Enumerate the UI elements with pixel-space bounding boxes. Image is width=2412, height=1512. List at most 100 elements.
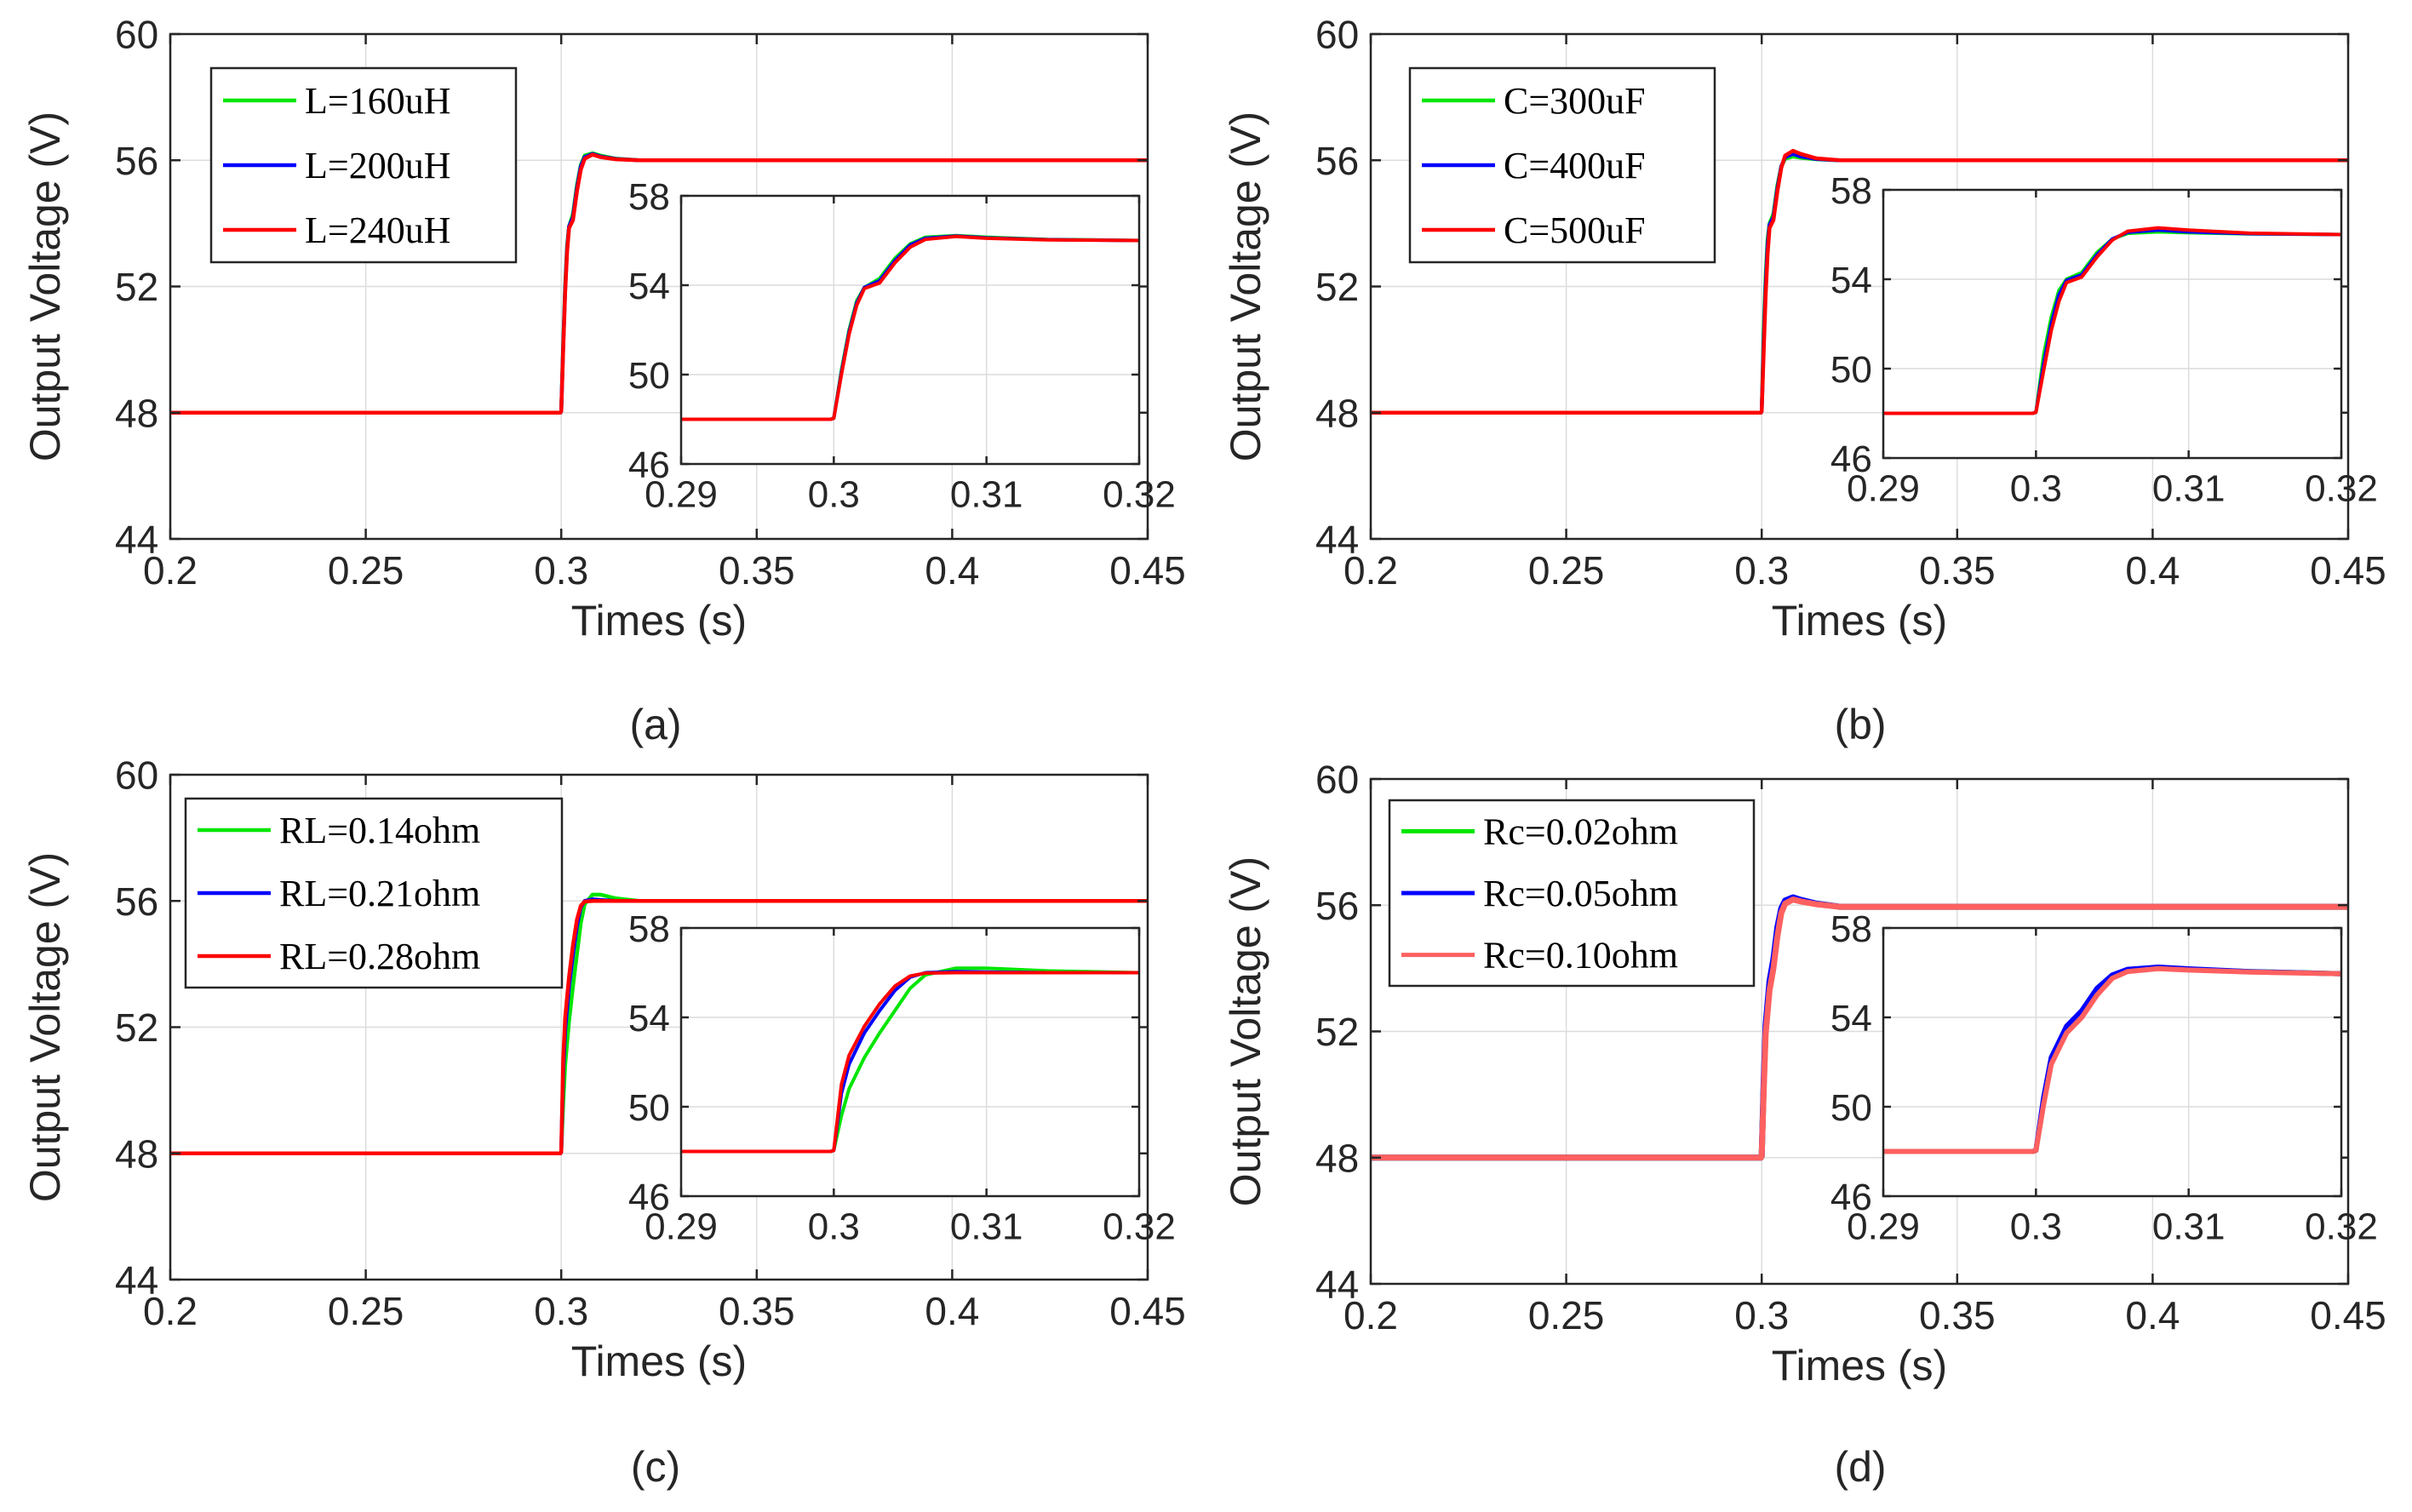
panel-d-inset-x-tick-label: 0.31 (2152, 1206, 2226, 1248)
panel-d-main-y-tick-label: 56 (1315, 884, 1359, 928)
panel-d-main-x-tick-label: 0.2 (1344, 1293, 1398, 1337)
panel-b-main-x-tick-label: 0.4 (2125, 548, 2180, 593)
panel-d-main-series-line-3 (1371, 896, 2348, 1161)
panel-a-x-axis-label: Times (s) (571, 597, 747, 644)
panel-b-legend-label-2: C=400uF (1504, 145, 1646, 186)
panel-d-y-axis-label: Output Voltage (V) (1222, 856, 1269, 1206)
panel-d-main-x-tick-label: 0.4 (2125, 1293, 2180, 1337)
panel-b-inset-series-line-3 (1883, 226, 2341, 415)
panel-b-main-y-tick-label: 56 (1315, 139, 1359, 183)
panel-a-main-y-tick-label: 52 (115, 265, 158, 309)
panel-b-legend: C=300uF C=400uF C=500uF (1408, 66, 1716, 264)
panel-a-inset-y-tick-label: 50 (628, 355, 670, 397)
panel-c: 0.2 0.25 0.3 0.35 0.4 0.45 44 48 52 56 60 Times (s)… (21, 753, 1186, 1491)
panel-c-inset-x-tick-label: 0.31 (950, 1206, 1023, 1248)
panel-d-main-x-tick-label: 0.35 (1919, 1293, 1996, 1337)
panel-c-inset-x-tick-label: 0.29 (645, 1206, 718, 1248)
panel-b-inset-y-tick-label: 58 (1830, 170, 1872, 212)
panel-c-main-x-tick-label: 0.4 (925, 1289, 979, 1333)
panel-b-main-x-tick-label: 0.45 (2310, 548, 2386, 593)
panel-c-x-axis-label: Times (s) (571, 1337, 747, 1385)
panel-a-inset-x-tick-label: 0.29 (645, 474, 718, 516)
panel-a-main-y-tick-label: 44 (115, 518, 158, 562)
panel-c-inset-x-tick-label: 0.3 (808, 1206, 860, 1248)
panel-d-main-y-tick-label: 48 (1315, 1136, 1359, 1180)
panel-a: 0.2 0.25 0.3 0.35 0.4 0.45 44 48 52 56 60 Times (s)… (21, 13, 1186, 748)
panel-d-main-x-tick-label: 0.25 (1528, 1293, 1605, 1337)
panel-c-main-y-tick-label: 60 (115, 753, 158, 798)
panel-a-inset-frame (679, 194, 1141, 466)
panel-b-inset-x-tick-label: 0.31 (2152, 468, 2226, 510)
panel-a-main-y-tick-label: 56 (115, 139, 158, 183)
panel-a-main-x-tick-label: 0.45 (1109, 548, 1186, 593)
panel-d-main-x-tick-label: 0.45 (2310, 1293, 2386, 1337)
panel-d-legend-label-1: Rc=0.02ohm (1483, 810, 1678, 852)
panel-b-inset-y-tick-label: 50 (1830, 349, 1872, 391)
panel-b-y-axis-label: Output Voltage (V) (1222, 112, 1269, 461)
panel-d-legend: Rc=0.02ohm Rc=0.05ohm Rc=0.10ohm (1388, 799, 1756, 988)
panel-b-inset-x-tick-label: 0.32 (2305, 468, 2378, 510)
panel-b-inset-y-tick-label: 46 (1830, 438, 1872, 480)
panel-c-main-x-tick-label: 0.3 (534, 1289, 588, 1333)
panel-a-legend-label-2: L=200uH (305, 145, 450, 186)
panel-b-main-series-line-3 (1371, 148, 2348, 415)
panel-c-inset-y-tick-label: 46 (628, 1177, 670, 1218)
panel-d-inset-y-tick-label: 46 (1830, 1177, 1872, 1218)
panel-a-main-x-tick-label: 0.25 (328, 548, 404, 593)
panel-b-inset-y-tick-label: 54 (1830, 260, 1872, 301)
panel-b-main-y-tick-label: 52 (1315, 265, 1359, 309)
panel-a-caption: (a) (629, 701, 681, 748)
panel-c-inset-y-tick-label: 54 (628, 998, 670, 1040)
panel-d-legend-label-3: Rc=0.10ohm (1483, 935, 1678, 976)
panel-d-legend-label-2: Rc=0.05ohm (1483, 873, 1678, 914)
panel-d-x-axis-label: Times (s) (1772, 1342, 1947, 1389)
panel-b-inset-x-tick-label: 0.3 (2010, 468, 2062, 510)
panel-b-inset-plot-area (1883, 190, 2341, 458)
panel-a-inset-y-tick-label: 58 (628, 176, 670, 218)
panel-a-inset-x-tick-label: 0.3 (808, 474, 860, 516)
panel-d-caption: (d) (1834, 1443, 1886, 1491)
panel-a-y-axis-label: Output Voltage (V) (21, 112, 69, 461)
panel-c-main-y-tick-label: 44 (115, 1258, 158, 1303)
panel-b-legend-label-3: C=500uF (1504, 209, 1646, 251)
panel-c-main-y-tick-label: 52 (115, 1005, 158, 1050)
panel-d-inset-x-tick-label: 0.32 (2305, 1206, 2378, 1248)
panel-a-main-x-tick-label: 0.2 (143, 548, 198, 593)
panel-d-inset-y-tick-label: 58 (1830, 908, 1872, 950)
panel-b-main-x-tick-label: 0.3 (1734, 548, 1789, 593)
panel-d-main-x-tick-label: 0.3 (1734, 1293, 1789, 1337)
panel-a-main-y-tick-label: 60 (115, 13, 158, 57)
panel-b-main-y-tick-label: 48 (1315, 391, 1359, 435)
panel-a-main-series-line-3 (170, 152, 1148, 415)
panel-b-legend-label-1: C=300uF (1504, 80, 1646, 122)
panel-a-inset-y-tick-label: 54 (628, 266, 670, 307)
panel-a-inset-x-tick-label: 0.32 (1103, 474, 1176, 516)
panel-a-inset-x-tick-label: 0.31 (950, 474, 1023, 516)
panel-c-inset-y-tick-label: 50 (628, 1087, 670, 1129)
panel-a-main-x-tick-label: 0.3 (534, 548, 588, 593)
panel-c-main-x-tick-label: 0.2 (143, 1289, 198, 1333)
panel-d: 0.2 0.25 0.3 0.35 0.4 0.45 44 48 52 56 60 Times (s)… (1222, 758, 2386, 1491)
panel-c-main-x-tick-label: 0.35 (719, 1289, 795, 1333)
panel-d-inset-y-tick-label: 54 (1830, 998, 1872, 1040)
panel-c-inset-x-tick-label: 0.32 (1103, 1206, 1176, 1248)
panel-b-main-x-tick-label: 0.35 (1919, 548, 1996, 593)
panel-d-inset-x-tick-label: 0.3 (2010, 1206, 2062, 1248)
panel-b-main-x-tick-label: 0.25 (1528, 548, 1605, 593)
panel-d-inset-frame (1882, 926, 2343, 1198)
panel-a-legend-label-3: L=240uH (305, 209, 450, 251)
panel-c-main-x-tick-label: 0.25 (328, 1289, 404, 1333)
panel-c-main-series-line-3 (170, 899, 1148, 1155)
panel-c-legend-label-2: RL=0.21ohm (279, 873, 480, 914)
panel-c-legend-label-3: RL=0.28ohm (279, 936, 480, 977)
panel-c-main-x-tick-label: 0.45 (1109, 1289, 1186, 1333)
panel-d-main-y-tick-label: 52 (1315, 1010, 1359, 1054)
panel-c-inset-y-tick-label: 58 (628, 908, 670, 950)
panel-a-inset-series-line-3 (681, 234, 1139, 421)
panel-d-inset-y-tick-label: 50 (1830, 1087, 1872, 1129)
panel-d-main-y-tick-label: 44 (1315, 1263, 1359, 1307)
panel-b-main-x-tick-label: 0.2 (1344, 548, 1398, 593)
panel-d-inset-x-tick-label: 0.29 (1847, 1206, 1920, 1248)
panel-c-main-y-tick-label: 48 (115, 1131, 158, 1176)
